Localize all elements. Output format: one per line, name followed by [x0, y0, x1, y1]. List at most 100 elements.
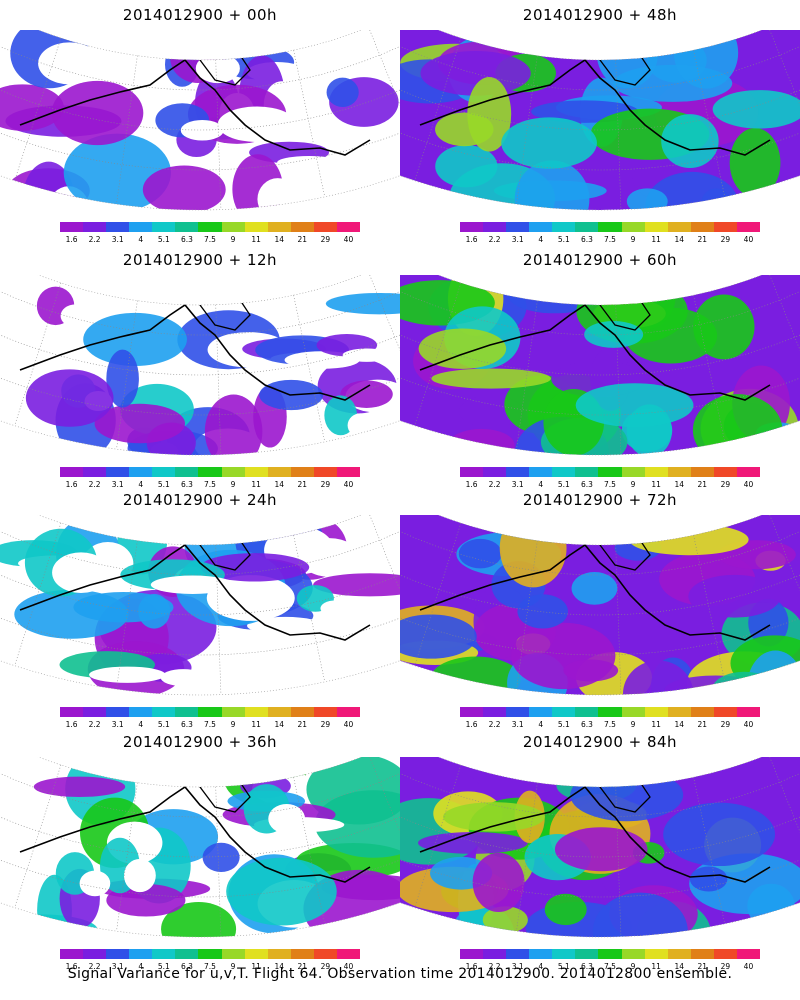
colorbar-tick-label: 29 [720, 720, 731, 729]
colorbar-labels: 1.6 2.2 3.1 4 5.1 6.3 7.5 9 11 14 21 29 40 [60, 235, 360, 245]
colorbar-swatch [529, 949, 553, 959]
variance-contour [592, 892, 688, 938]
meridian-line [768, 757, 800, 894]
colorbar-swatch [83, 949, 107, 959]
colorbar-swatch [336, 467, 361, 477]
colorbar-tick-label: 4 [138, 720, 144, 729]
meridian-line [215, 544, 222, 695]
colorbar-tick-label: 11 [251, 720, 261, 729]
colorbar-tick-label: 1.6 [65, 235, 78, 244]
colorbar-swatch [83, 222, 107, 232]
colorbar-tick-label: 14 [674, 962, 684, 971]
colorbar-tick-label: 3.1 [511, 235, 524, 244]
colorbar-swatch [60, 467, 84, 477]
colorbar-swatch [129, 707, 153, 717]
meridian-line [215, 59, 222, 210]
variance-contour [340, 380, 393, 408]
colorbar-swatch [336, 949, 361, 959]
signal-variance-map [0, 275, 400, 456]
colorbar-swatch [267, 467, 291, 477]
colorbar-swatch [529, 222, 553, 232]
colorbar-swatch [175, 707, 199, 717]
colorbar-tick-label: 4 [538, 480, 544, 489]
colorbar-tick-label: 1.6 [465, 720, 478, 729]
variance-contour [313, 573, 400, 597]
colorbar [460, 707, 761, 717]
colorbar-tick-label: 3.1 [111, 235, 124, 244]
variance-contour [501, 117, 597, 169]
colorbar-tick-label: 3.1 [511, 720, 524, 729]
colorbar-tick-label: 9 [230, 720, 236, 729]
colorbar-tick-label: 40 [743, 720, 754, 729]
panel-title: 2014012900 + 60h [522, 251, 678, 269]
variance-contour [575, 383, 694, 428]
variance-field [0, 515, 400, 696]
colorbar-tick-label: 29 [720, 962, 731, 971]
meridian-line [615, 544, 622, 695]
colorbar-swatch [690, 222, 714, 232]
signal-variance-map [400, 515, 800, 696]
meridian-line [368, 757, 400, 894]
colorbar-tick-label: 6.3 [180, 480, 193, 489]
signal-variance-map [0, 757, 400, 938]
colorbar-swatch [736, 707, 761, 717]
colorbar-swatch [713, 949, 737, 959]
variance-contour [571, 571, 618, 605]
colorbar-tick-label: 1.6 [465, 962, 478, 971]
colorbar-swatch [175, 467, 199, 477]
signal-variance-map [400, 30, 800, 211]
colorbar-swatch [313, 707, 337, 717]
colorbar-tick-label: 21 [697, 480, 708, 489]
colorbar-swatch [552, 222, 576, 232]
meridian-line [116, 540, 138, 690]
variance-contour [458, 538, 502, 569]
map-panel-84h: 2014012900 + 84h 1.6 2.2 3.1 4 5.1 6.3 7.5 9 11 1… [400, 727, 800, 977]
variance-field [400, 275, 800, 456]
colorbar-tick-label: 2.2 [88, 235, 101, 244]
colorbar-tick-label: 6.3 [580, 962, 593, 971]
low-variance-area [180, 120, 224, 141]
colorbar-labels: 1.6 2.2 3.1 4 5.1 6.3 7.5 9 11 14 21 29 40 [460, 720, 760, 730]
low-variance-area [277, 156, 342, 169]
variance-contour [514, 160, 590, 211]
colorbar [60, 707, 361, 717]
low-variance-area [52, 552, 110, 594]
meridian-line [368, 30, 400, 167]
map-panel-24h: 2014012900 + 24h 1.6 2.2 3.1 4 5.1 6.3 7.5 9 11 1… [0, 485, 400, 735]
colorbar-swatch [713, 467, 737, 477]
colorbar-swatch [644, 707, 668, 717]
colorbar-swatch [290, 222, 314, 232]
map-panel-60h: 2014012900 + 60h 1.6 2.2 3.1 4 5.1 6.3 7.5 9 11 1… [400, 245, 800, 495]
colorbar-tick-label: 4 [538, 720, 544, 729]
variance-contour [482, 906, 528, 934]
colorbar-swatch [336, 222, 361, 232]
colorbar [460, 949, 761, 959]
colorbar-swatch [313, 222, 337, 232]
coastline [419, 58, 771, 156]
colorbar-tick-label: 40 [743, 235, 754, 244]
panel-title: 2014012900 + 48h [522, 6, 678, 24]
variance-contour [400, 614, 477, 659]
colorbar-tick-label: 2.2 [488, 962, 501, 971]
meridian-line [516, 300, 538, 450]
variance-contour [689, 866, 728, 892]
colorbar-swatch [667, 949, 691, 959]
colorbar-swatch [175, 222, 199, 232]
colorbar-tick-label: 2.2 [88, 480, 101, 489]
colorbar [60, 949, 361, 959]
signal-variance-map [0, 515, 400, 696]
parallel-line [0, 275, 400, 336]
colorbar-swatch [552, 949, 576, 959]
meridian-line [14, 37, 62, 181]
colorbar-tick-label: 11 [251, 480, 261, 489]
colorbar-swatch [506, 222, 530, 232]
colorbar-tick-label: 5.1 [557, 235, 570, 244]
colorbar-swatch [290, 467, 314, 477]
coastline [419, 785, 771, 883]
colorbar-labels: 1.6 2.2 3.1 4 5.1 6.3 7.5 9 11 14 21 29 40 [60, 720, 360, 730]
colorbar-swatch [621, 707, 645, 717]
colorbar [60, 222, 361, 232]
colorbar-swatch [552, 467, 576, 477]
low-variance-area [79, 870, 111, 897]
colorbar-swatch [244, 222, 268, 232]
